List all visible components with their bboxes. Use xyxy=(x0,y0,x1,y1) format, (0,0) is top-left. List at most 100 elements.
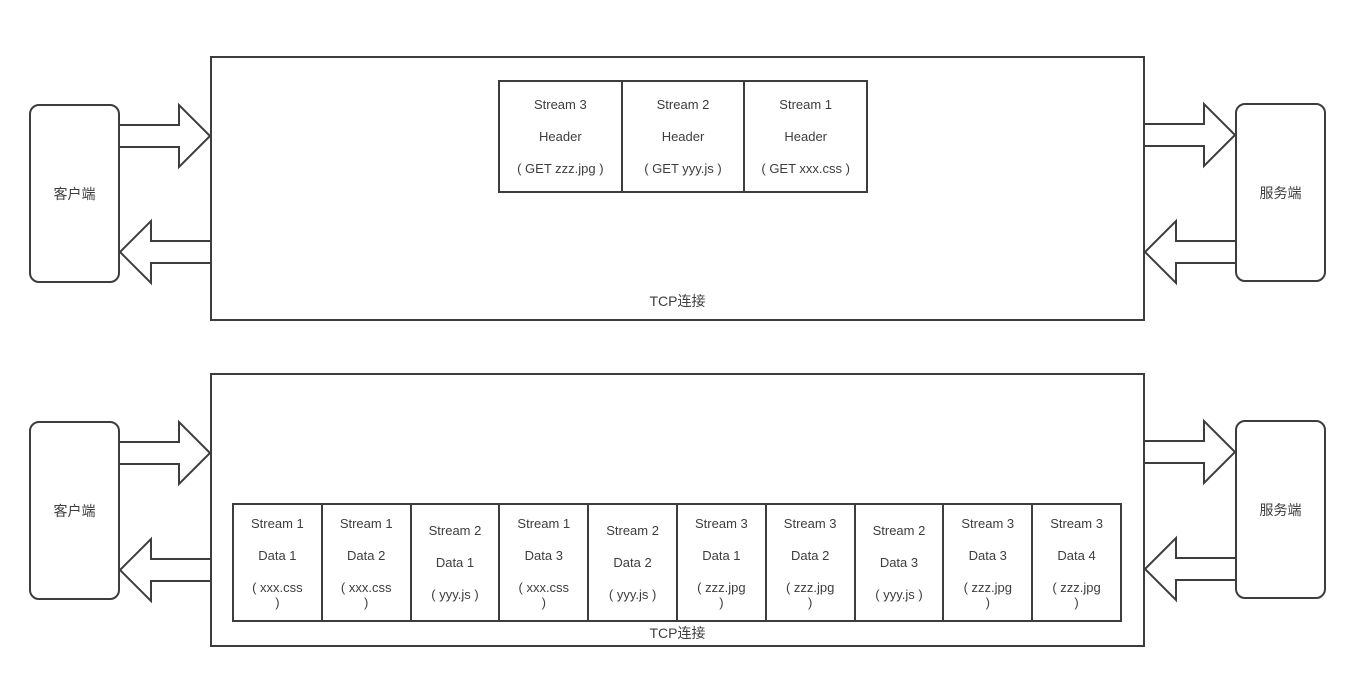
server-send-arrow-icon xyxy=(1143,535,1237,603)
frame-text-paragraph: Stream 2 xyxy=(606,523,659,538)
stream-frame-cell: Stream 3 Data 4 ( zzz.jpg) xyxy=(1031,505,1120,620)
stream-frame-cell: Stream 3 Header ( GET zzz.jpg ) xyxy=(500,82,621,191)
frame-text-line: Data 2 xyxy=(791,547,830,563)
frame-text-line: Data 3 xyxy=(879,555,919,570)
server-box-bottom: 服务端 xyxy=(1235,420,1326,599)
stream-frame-cell: Stream 3 Data 3 ( zzz.jpg) xyxy=(942,505,1031,620)
frame-text-paragraph: ( zzz.jpg) xyxy=(964,580,1012,610)
client-send-arrow-icon xyxy=(118,102,212,170)
frame-text-line: ( yyy.js ) xyxy=(431,587,479,602)
frame-text-paragraph: Stream 2 xyxy=(429,523,482,538)
frame-text-line: Header xyxy=(784,129,827,144)
frame-text-line: ) xyxy=(719,594,724,610)
frame-text-line: ( yyy.js ) xyxy=(875,587,923,602)
server-box-top: 服务端 xyxy=(1235,103,1326,282)
frame-text-line: ( yyy.js ) xyxy=(608,587,657,602)
frame-text-line: Stream 3 xyxy=(783,515,837,531)
frame-text-paragraph: ( xxx.css) xyxy=(519,580,570,610)
client-box-top: 客户端 xyxy=(29,104,120,283)
frame-text-line: ) xyxy=(275,594,280,610)
frame-text-paragraph: Data 1 xyxy=(436,555,474,570)
frame-text-line: ( zzz.jpg xyxy=(697,579,746,595)
stream-frame-cell: Stream 2 Data 3 ( yyy.js ) xyxy=(853,505,943,620)
stream-frame-cell: Stream 3 Data 1 ( zzz.jpg) xyxy=(675,505,765,620)
frame-text-line: ) xyxy=(808,594,813,610)
frame-text-line: ( zzz.jpg xyxy=(785,579,835,595)
frame-text-paragraph: Data 2 xyxy=(791,548,829,563)
frame-text-paragraph: ( zzz.jpg) xyxy=(697,580,745,610)
frame-text-paragraph: Header xyxy=(662,129,705,144)
stream-frame-cell: Stream 1 Data 3 ( xxx.css) xyxy=(498,505,587,620)
frame-text-paragraph: ( xxx.css) xyxy=(252,580,303,610)
frame-text-paragraph: Stream 1 xyxy=(251,516,304,531)
frame-text-line: ( xxx.css xyxy=(518,579,570,595)
client-label-bottom: 客户端 xyxy=(53,502,96,519)
stream-frame-cell: Stream 1 Data 2 ( xxx.css) xyxy=(320,505,410,620)
frame-text-paragraph: Stream 1 xyxy=(517,516,570,531)
frame-text-paragraph: Data 3 xyxy=(969,548,1007,563)
frame-text-line: ( xxx.css xyxy=(252,579,303,595)
frame-text-paragraph: Stream 3 xyxy=(784,516,837,531)
frame-text-line: Stream 3 xyxy=(961,515,1015,531)
frame-text-paragraph: ( GET xxx.css ) xyxy=(761,161,850,176)
frame-text-paragraph: Data 3 xyxy=(880,555,918,570)
frame-text-line: Stream 3 xyxy=(1050,515,1103,531)
frame-text-line: Header xyxy=(539,129,582,144)
frame-text-paragraph: Data 4 xyxy=(1057,548,1095,563)
stream-frame-cell: Stream 2 Data 1 ( yyy.js ) xyxy=(409,505,499,620)
frame-text-paragraph: Data 2 xyxy=(347,548,385,563)
frame-text-paragraph: Header xyxy=(784,129,827,144)
frame-text-paragraph: Stream 3 xyxy=(961,516,1014,531)
frame-text-paragraph: Stream 2 xyxy=(657,97,710,112)
frame-text-paragraph: ( zzz.jpg) xyxy=(1052,580,1100,610)
frame-text-paragraph: Header xyxy=(539,129,582,144)
client-box-bottom: 客户端 xyxy=(29,421,120,600)
frame-text-line: Header xyxy=(661,129,705,144)
frame-text-line: Stream 2 xyxy=(606,523,659,538)
frame-text-line: Data 3 xyxy=(968,547,1007,563)
frame-text-line: Data 4 xyxy=(1057,547,1096,563)
frame-text-line: ) xyxy=(1074,594,1079,610)
frame-text-paragraph: Data 1 xyxy=(258,548,296,563)
frame-text-paragraph: Data 2 xyxy=(613,555,651,570)
frame-text-line: Data 2 xyxy=(613,555,652,570)
frame-text-line: Stream 1 xyxy=(779,97,833,112)
frame-text-paragraph: ( GET zzz.jpg ) xyxy=(517,161,603,176)
frame-text-line: ( GET yyy.js ) xyxy=(644,161,722,176)
server-label-bottom: 服务端 xyxy=(1259,501,1302,518)
tcp-connection-label-top: TCP连接 xyxy=(649,293,706,309)
stream-frame-cell: Stream 1 Data 1 ( xxx.css) xyxy=(234,505,321,620)
server-label-top: 服务端 xyxy=(1259,184,1302,201)
stream-frame-cell: Stream 2 Header ( GET yyy.js ) xyxy=(620,82,744,191)
frame-text-paragraph: ( zzz.jpg) xyxy=(786,580,834,610)
frame-text-line: Stream 2 xyxy=(428,523,482,538)
tcp-connection-label-bottom: TCP连接 xyxy=(649,625,706,641)
frame-text-line: Stream 2 xyxy=(656,97,710,112)
frame-text-line: Stream 1 xyxy=(251,515,304,531)
frame-text-line: ( xxx.css xyxy=(340,579,392,595)
frame-text-paragraph: ( GET yyy.js ) xyxy=(644,161,722,176)
frame-text-line: ) xyxy=(985,594,990,610)
frame-text-line: Data 1 xyxy=(702,547,741,563)
frame-text-line: Data 1 xyxy=(435,555,475,570)
frame-text-line: ) xyxy=(541,594,546,610)
stream-frame-cell: Stream 3 Data 2 ( zzz.jpg) xyxy=(764,505,854,620)
frame-text-paragraph: Stream 3 xyxy=(695,516,748,531)
stream-frame-cell: Stream 1 Header ( GET xxx.css ) xyxy=(743,82,866,191)
frame-text-line: Stream 3 xyxy=(695,515,748,531)
frame-text-paragraph: Stream 1 xyxy=(779,97,832,112)
frame-text-paragraph: ( yyy.js ) xyxy=(875,587,922,602)
frame-text-paragraph: Data 3 xyxy=(525,548,563,563)
frame-text-paragraph: Stream 1 xyxy=(340,516,393,531)
client-receive-arrow-icon xyxy=(118,536,212,604)
frame-text-paragraph: Stream 3 xyxy=(1050,516,1103,531)
client-receive-arrow-icon xyxy=(118,218,212,286)
frame-text-line: Data 3 xyxy=(524,547,563,563)
stream-frame-cell: Stream 2 Data 2 ( yyy.js ) xyxy=(587,505,676,620)
frame-text-line: Data 2 xyxy=(347,547,386,563)
frame-text-paragraph: Stream 3 xyxy=(534,97,587,112)
frame-text-paragraph: Stream 2 xyxy=(873,523,926,538)
frame-text-line: Stream 1 xyxy=(339,515,393,531)
client-send-arrow-icon xyxy=(118,419,212,487)
